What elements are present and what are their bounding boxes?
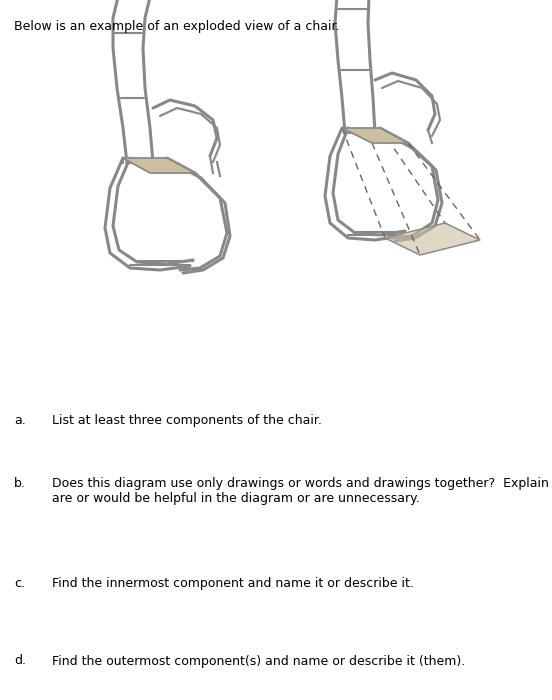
Polygon shape <box>123 158 195 173</box>
Text: Find the innermost component and name it or describe it.: Find the innermost component and name it… <box>52 577 414 590</box>
Text: List at least three components of the chair.: List at least three components of the ch… <box>52 414 322 428</box>
Text: b.: b. <box>14 477 26 491</box>
Polygon shape <box>342 128 408 143</box>
Text: d.: d. <box>14 654 26 668</box>
Text: Below is an example of an exploded view of a chair.: Below is an example of an exploded view … <box>14 20 339 33</box>
Text: Does this diagram use only drawings or words and drawings together?  Explain if : Does this diagram use only drawings or w… <box>52 477 552 505</box>
Text: c.: c. <box>14 577 25 590</box>
Polygon shape <box>385 223 480 255</box>
Text: Find the outermost component(s) and name or describe it (them).: Find the outermost component(s) and name… <box>52 654 465 668</box>
Text: a.: a. <box>14 414 26 428</box>
